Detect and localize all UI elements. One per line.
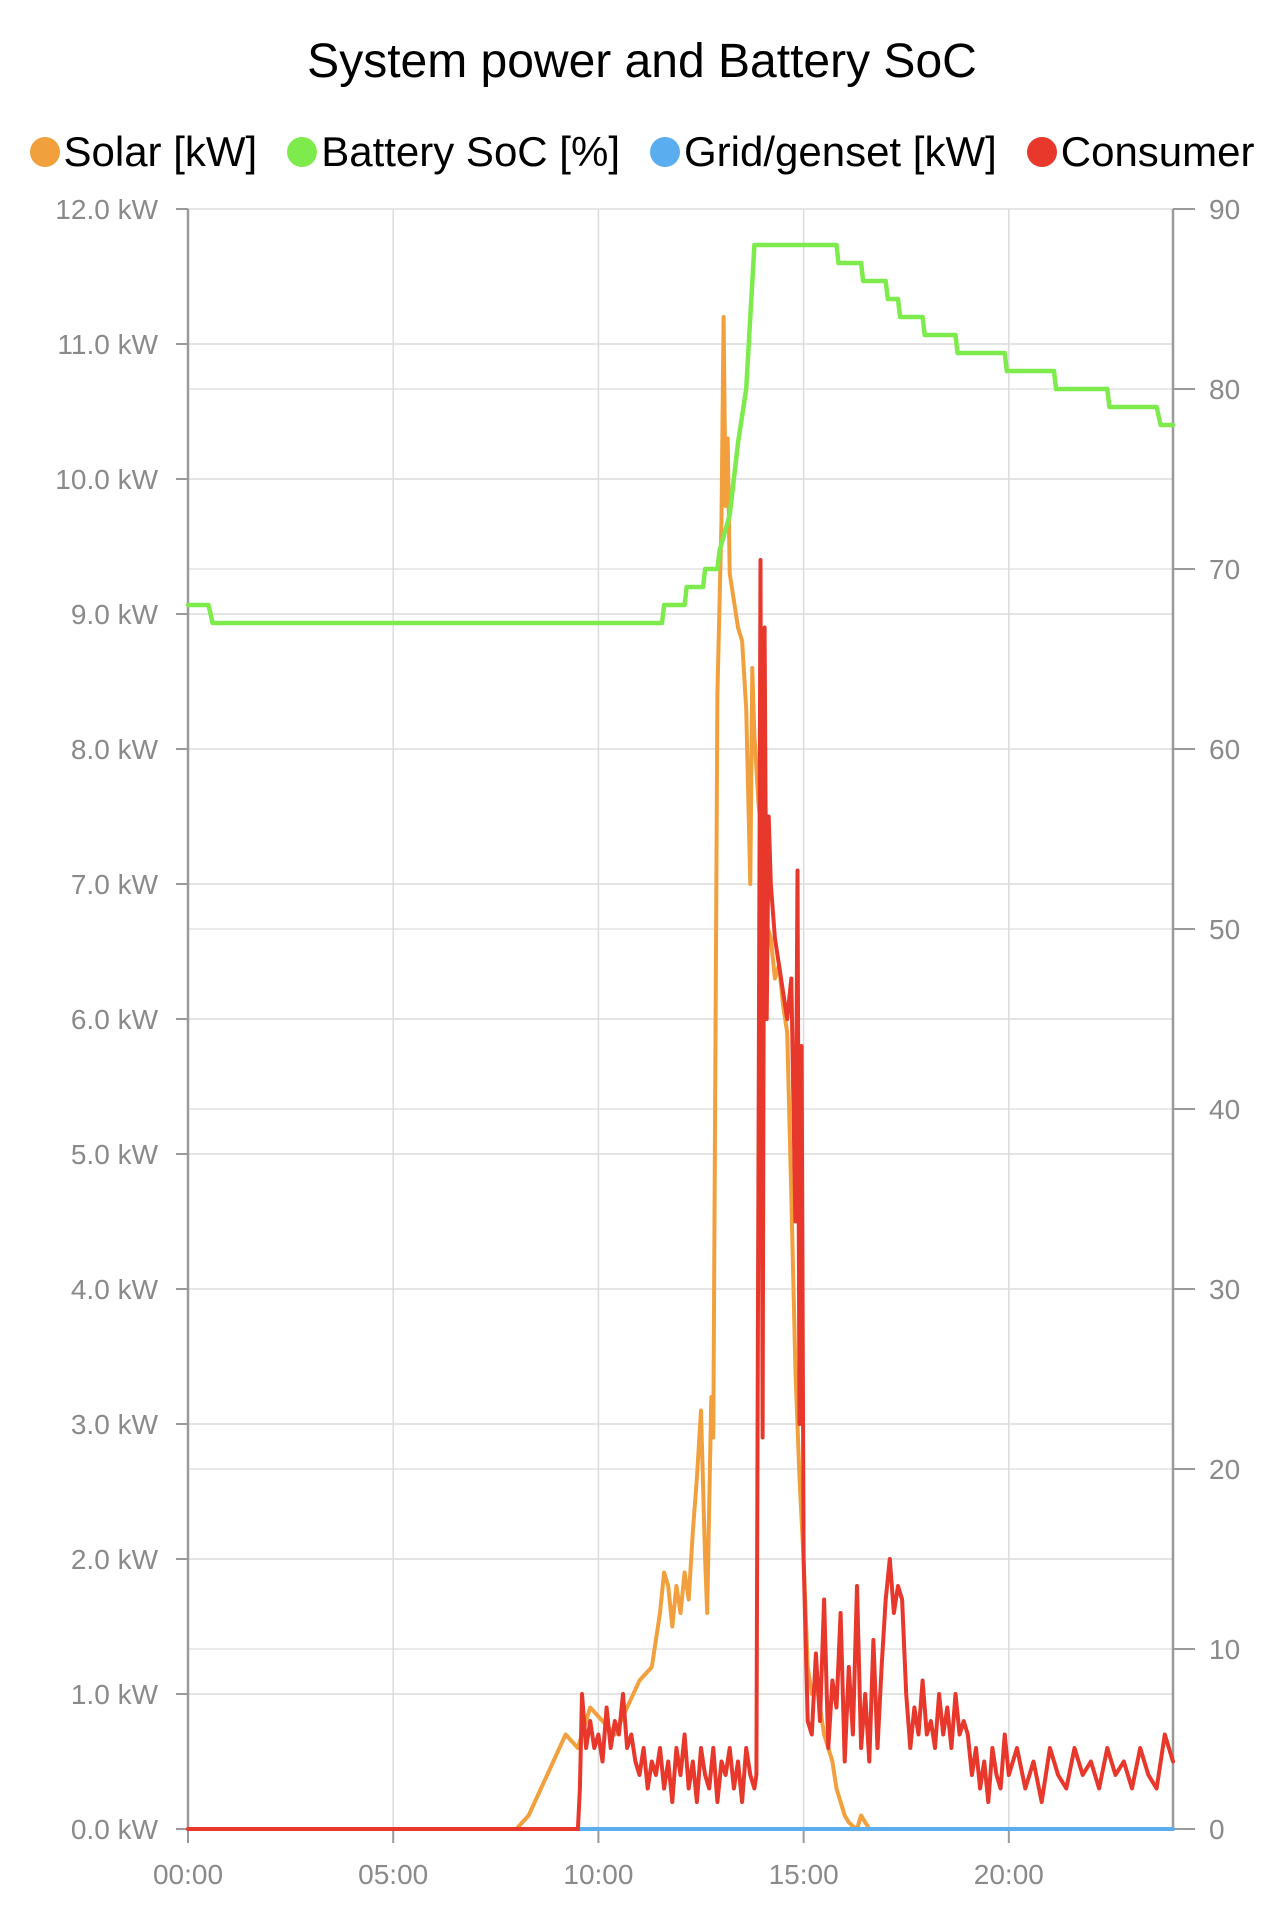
legend-label-consumer: Consumer bbox=[1060, 128, 1255, 175]
y-right-tick-label: 0 bbox=[1209, 1814, 1225, 1845]
legend-item-battery-soc[interactable]: Battery SoC [%] bbox=[287, 128, 620, 176]
legend-item-grid-genset[interactable]: Grid/genset [kW] bbox=[649, 128, 997, 176]
x-tick-label: 10:00 bbox=[563, 1859, 633, 1890]
legend-dot-consumer bbox=[1026, 137, 1057, 167]
chart-legend: Solar [kW] Battery SoC [%] Grid/genset [… bbox=[0, 128, 1284, 176]
y-left-tick-label: 1.0 kW bbox=[71, 1679, 159, 1710]
y-left-tick-label: 6.0 kW bbox=[71, 1004, 159, 1035]
legend-label-grid-genset: Grid/genset [kW] bbox=[683, 128, 997, 175]
y-right-tick-label: 90 bbox=[1209, 194, 1240, 225]
y-right-tick-label: 80 bbox=[1209, 374, 1240, 405]
y-left-tick-label: 5.0 kW bbox=[71, 1139, 159, 1170]
x-tick-label: 00:00 bbox=[153, 1859, 223, 1890]
chart-axes bbox=[176, 208, 1195, 1843]
y-right-tick-label: 70 bbox=[1209, 554, 1240, 585]
y-left-tick-label: 0.0 kW bbox=[71, 1814, 159, 1845]
grid-lines bbox=[187, 208, 1173, 1830]
legend-label-solar: Solar [kW] bbox=[63, 128, 258, 175]
series-battery-soc-line bbox=[185, 242, 1176, 626]
y-right-tick-label: 10 bbox=[1209, 1634, 1240, 1665]
y-left-tick-label: 8.0 kW bbox=[71, 734, 159, 765]
y-left-tick-label: 2.0 kW bbox=[71, 1544, 159, 1575]
legend-dot-solar bbox=[29, 137, 60, 167]
legend-dot-battery-soc bbox=[287, 137, 318, 167]
x-tick-label: 15:00 bbox=[769, 1859, 839, 1890]
chart-title: System power and Battery SoC bbox=[307, 35, 977, 88]
y-left-tick-label: 9.0 kW bbox=[71, 599, 159, 630]
legend-dot-grid-genset bbox=[649, 137, 680, 167]
y-right-tick-label: 30 bbox=[1209, 1274, 1240, 1305]
series-consumer-line bbox=[186, 558, 1175, 1831]
y-left-tick-label: 10.0 kW bbox=[55, 464, 158, 495]
y-left-tick-label: 4.0 kW bbox=[71, 1274, 159, 1305]
y-left-tick-label: 11.0 kW bbox=[57, 329, 158, 360]
y-right-tick-label: 50 bbox=[1209, 914, 1240, 945]
y-left-tick-label: 12.0 kW bbox=[55, 194, 158, 225]
series-solar-line bbox=[186, 315, 1175, 1831]
series-lines bbox=[185, 242, 1176, 1831]
y-left-tick-label: 7.0 kW bbox=[71, 869, 159, 900]
legend-label-battery-soc: Battery SoC [%] bbox=[321, 128, 620, 175]
y-right-tick-label: 40 bbox=[1209, 1094, 1240, 1125]
legend-item-solar[interactable]: Solar [kW] bbox=[29, 128, 258, 176]
legend-item-consumer[interactable]: Consumer bbox=[1026, 128, 1255, 176]
y-left-tick-label: 3.0 kW bbox=[71, 1409, 159, 1440]
tick-labels: 0.0 kW 1.0 kW 2.0 kW 3.0 kW 4.0 kW 5.0 kW 6.0 … bbox=[55, 194, 1240, 1890]
x-tick-label: 05:00 bbox=[358, 1859, 428, 1890]
y-right-tick-label: 60 bbox=[1209, 734, 1240, 765]
y-right-tick-label: 20 bbox=[1209, 1454, 1240, 1485]
x-tick-label: 20:00 bbox=[974, 1859, 1044, 1890]
